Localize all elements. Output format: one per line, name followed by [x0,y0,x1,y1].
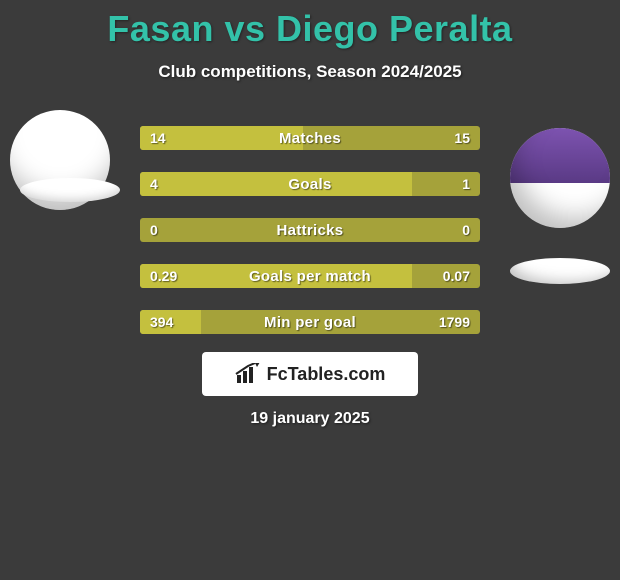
badge-ellipse-left [20,178,120,202]
stat-label: Min per goal [140,310,480,334]
brand-text: FcTables.com [267,364,386,385]
stat-row: 4 Goals 1 [140,172,480,196]
stats-bar-chart: 14 Matches 15 4 Goals 1 0 Hattricks 0 0.… [140,126,480,356]
stat-label: Goals [140,172,480,196]
badge-ellipse-right [510,258,610,284]
page-title: Fasan vs Diego Peralta [0,0,620,50]
avatar-right-shade [510,128,610,228]
stat-value-right: 1 [462,172,470,196]
stat-label: Hattricks [140,218,480,242]
stat-value-right: 1799 [439,310,470,334]
brand-badge: FcTables.com [202,352,418,396]
stat-row: 0.29 Goals per match 0.07 [140,264,480,288]
bar-chart-icon [235,363,261,385]
stat-row: 394 Min per goal 1799 [140,310,480,334]
date-text: 19 january 2025 [0,410,620,428]
stat-label: Goals per match [140,264,480,288]
stat-value-right: 15 [454,126,470,150]
stat-value-right: 0.07 [443,264,470,288]
stat-value-right: 0 [462,218,470,242]
stat-row: 14 Matches 15 [140,126,480,150]
stat-label: Matches [140,126,480,150]
stat-row: 0 Hattricks 0 [140,218,480,242]
avatar-player-right [510,128,610,228]
subtitle: Club competitions, Season 2024/2025 [0,62,620,82]
